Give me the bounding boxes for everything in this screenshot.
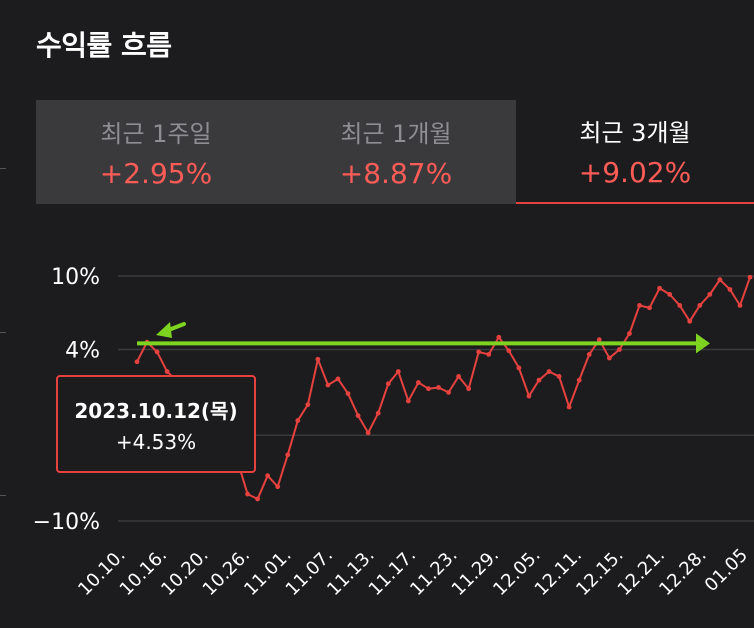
data-point [275,484,281,490]
data-point [486,352,492,357]
tooltip-date: 2023.10.12(목) [74,398,238,423]
data-point [405,398,411,404]
data-point [436,385,441,390]
tab-label: 최근 1주일 [100,120,212,148]
data-point [365,430,371,436]
data-point [154,349,160,355]
data-point [596,337,602,343]
data-point [516,365,522,371]
data-point [285,452,291,458]
tab-return-value: +8.87% [339,157,453,190]
tooltip-return: +4.53% [115,429,197,454]
data-point [355,413,361,419]
data-point [426,386,431,392]
data-point [747,274,753,280]
data-point [446,389,451,395]
data-point [395,369,401,374]
data-point [375,410,381,416]
data-point [134,359,140,365]
y-tick-label: 10% [51,265,100,290]
data-point [657,285,662,291]
data-point [315,356,321,362]
edge-tick [0,168,6,169]
data-point [677,303,683,308]
data-point [586,352,592,357]
marker-arrow-head [156,322,172,338]
data-point [546,369,552,374]
tab-label: 최근 3개월 [579,119,691,147]
page-title: 수익률 흐름 [36,29,172,62]
data-point [727,287,733,292]
data-point [496,334,502,340]
edge-tick [0,332,6,333]
chart-tooltip: 2023.10.12(목) +4.53% [56,375,256,473]
data-point [385,381,391,387]
period-tabs: 최근 1주일 +2.95% 최근 1개월 +8.87% 최근 3개월 +9.02… [36,100,754,204]
data-point [325,382,331,388]
data-point [245,491,250,497]
data-point [536,377,542,383]
data-point [717,277,723,283]
data-point [667,291,673,297]
data-point [647,305,652,311]
data-point [476,349,482,355]
data-point [466,386,472,392]
data-point [255,496,260,502]
data-point [737,303,743,308]
data-point [416,380,421,385]
x-tick-label: 12.28. [655,545,710,600]
annotation-arrow-head [696,333,710,354]
data-point [295,418,301,423]
data-point [687,318,693,324]
data-point [164,369,170,374]
y-tick-label: −10% [33,510,100,535]
tab-1-week[interactable]: 최근 1주일 +2.95% [36,100,276,204]
data-point [606,355,612,361]
data-point [627,331,632,336]
data-point [566,404,572,410]
data-point [697,303,703,308]
tab-1-month[interactable]: 최근 1개월 +8.87% [276,100,516,204]
tab-return-value: +9.02% [578,156,692,189]
data-point [335,376,341,382]
y-tick-label: 4% [65,339,100,364]
edge-tick [0,495,6,496]
data-point [345,391,351,396]
tab-return-value: +2.95% [99,157,213,190]
data-point [526,393,532,399]
data-point [707,291,713,297]
data-point [556,374,562,379]
data-point [305,402,311,408]
x-tick-label: 01.05 [701,545,752,596]
data-point [456,374,461,379]
data-point [617,347,622,352]
data-point [576,377,582,383]
tab-3-months[interactable]: 최근 3개월 +9.02% [516,100,754,204]
data-point [265,473,271,479]
data-point [637,303,642,308]
tab-label: 최근 1개월 [340,120,452,148]
data-point [506,348,512,354]
